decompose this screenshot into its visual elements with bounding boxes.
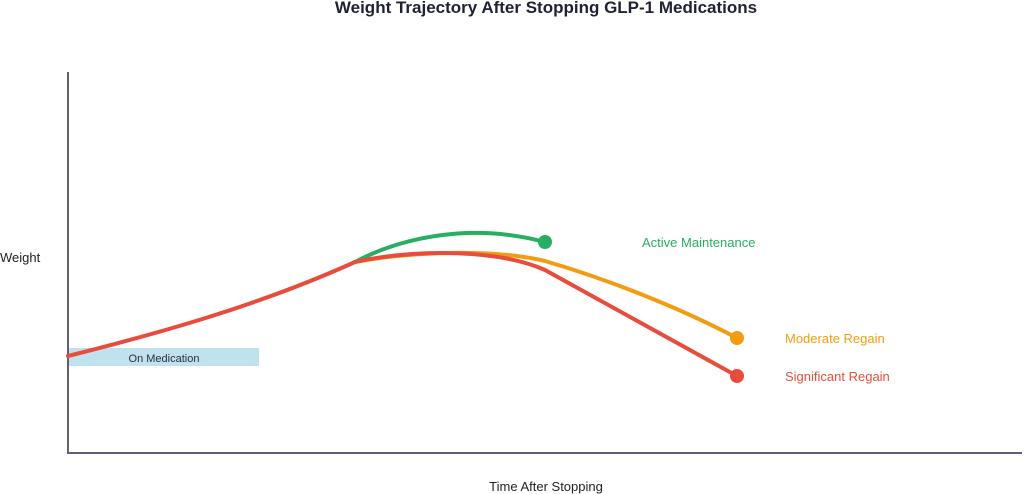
- significant-regain-label: Significant Regain: [785, 369, 890, 384]
- diagram-title: Weight Trajectory After Stopping GLP-1 M…: [335, 0, 757, 17]
- moderate-regain-label: Moderate Regain: [785, 331, 885, 346]
- significant-regain-endpoint: [730, 369, 744, 383]
- on-medication-label: On Medication: [129, 353, 200, 365]
- moderate-regain-endpoint: [730, 331, 744, 345]
- moderate-regain-line: [353, 250, 739, 340]
- on-medication-band: [69, 348, 259, 366]
- active-maintenance-line: [353, 230, 547, 264]
- active-maintenance-label: Active Maintenance: [642, 235, 755, 250]
- significant-regain-line: [66, 250, 739, 378]
- y-axis-label: Weight: [0, 250, 41, 265]
- active-maintenance-endpoint: [538, 235, 552, 249]
- x-axis-label: Time After Stopping: [489, 479, 603, 494]
